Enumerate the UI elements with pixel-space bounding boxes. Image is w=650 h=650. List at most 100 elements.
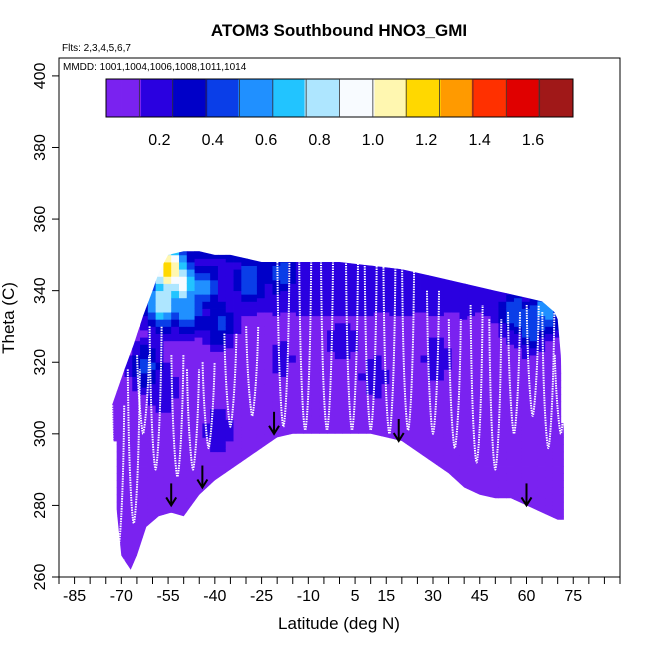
heatmap-cell — [264, 419, 273, 428]
heatmap-cell — [233, 254, 242, 263]
heatmap-cell — [171, 476, 180, 485]
heatmap-cell — [545, 304, 554, 313]
heatmap-cell — [381, 269, 390, 277]
heatmap-cell — [264, 362, 273, 370]
heatmap-cell — [210, 473, 219, 481]
heatmap-cell — [155, 355, 164, 363]
heatmap-cell — [241, 258, 250, 266]
heatmap-cell — [233, 426, 242, 435]
heatmap-cell — [490, 322, 499, 331]
heatmap-cell — [217, 466, 227, 474]
heatmap-cell — [124, 548, 133, 556]
heatmap-cell — [186, 297, 195, 306]
heatmap-cell — [116, 394, 125, 403]
heatmap-cell — [334, 387, 344, 395]
heatmap-cell — [467, 437, 476, 445]
heatmap-cell — [428, 358, 437, 367]
heatmap-cell — [490, 430, 499, 438]
heatmap-cell — [482, 415, 492, 424]
heatmap-cell — [404, 365, 414, 374]
heatmap-cell — [202, 380, 211, 388]
heatmap-cell — [288, 297, 297, 306]
heatmap-cell — [178, 440, 188, 449]
heatmap-cell — [288, 362, 297, 370]
heatmap-cell — [373, 283, 382, 292]
heatmap-cell — [256, 433, 266, 442]
colorbar-swatch — [253, 79, 259, 117]
heatmap-cell — [459, 362, 468, 370]
heatmap-cell — [451, 355, 460, 363]
heatmap-cell — [210, 466, 219, 474]
colorbar-swatch — [541, 79, 547, 117]
heatmap-cell — [467, 315, 476, 324]
heatmap-cell — [490, 308, 499, 317]
colorbar-swatch — [113, 79, 119, 117]
heatmap-cell — [217, 444, 227, 453]
heatmap-cell — [373, 297, 382, 306]
heatmap-cell — [521, 351, 531, 360]
heatmap-cell — [116, 387, 125, 395]
heatmap-cell — [225, 297, 234, 306]
colorbar-swatch — [327, 79, 333, 117]
heatmap-cell — [178, 491, 188, 499]
heatmap-cell — [124, 469, 133, 478]
colorbar-swatch — [553, 79, 558, 117]
heatmap-cell — [443, 355, 453, 363]
heatmap-cell — [428, 294, 437, 302]
colorbar-swatch — [362, 79, 368, 117]
heatmap-cell — [155, 297, 164, 306]
heatmap-cell — [225, 405, 234, 413]
heatmap-cell — [552, 473, 562, 481]
heatmap-cell — [225, 283, 234, 292]
heatmap-cell — [443, 312, 453, 320]
heatmap-cell — [404, 380, 414, 388]
heatmap-cell — [132, 448, 141, 456]
heatmap-cell — [482, 337, 492, 345]
heatmap-cell — [241, 423, 250, 431]
heatmap-cell — [217, 358, 227, 367]
heatmap-cell — [217, 258, 227, 266]
heatmap-cell — [334, 301, 344, 309]
heatmap-cell — [225, 419, 234, 428]
heatmap-cell — [334, 394, 344, 403]
heatmap-cell — [514, 355, 523, 363]
heatmap-cell — [194, 322, 203, 331]
heatmap-cell — [545, 405, 554, 413]
heatmap-cell — [467, 372, 476, 381]
heatmap-cell — [498, 394, 507, 403]
colorbar-swatch — [409, 79, 414, 117]
heatmap-cell — [256, 390, 266, 399]
heatmap-cell — [194, 315, 203, 324]
heatmap-cell — [506, 415, 515, 424]
heatmap-cell — [451, 462, 460, 471]
heatmap-cell — [264, 347, 273, 356]
heatmap-cell — [529, 312, 538, 320]
heatmap-cell — [545, 419, 554, 428]
heatmap-cell — [420, 440, 429, 449]
heatmap-cell — [210, 251, 219, 259]
heatmap-cell — [381, 333, 390, 342]
heatmap-cell — [365, 265, 375, 274]
heatmap-cell — [194, 294, 203, 302]
heatmap-cell — [490, 444, 499, 453]
heatmap-cell — [163, 276, 172, 284]
heatmap-cell — [319, 322, 328, 331]
flight-track — [186, 369, 200, 471]
heatmap-cell — [467, 408, 476, 417]
heatmap-cell — [397, 287, 406, 295]
heatmap-cell — [545, 383, 554, 392]
heatmap-cell — [428, 437, 437, 445]
heatmap-cell — [186, 333, 195, 342]
heatmap-cell — [186, 254, 195, 263]
heatmap-cell — [147, 419, 157, 428]
heatmap-cell — [194, 394, 203, 403]
heatmap-cell — [171, 376, 180, 385]
heatmap-cell — [475, 297, 484, 306]
heatmap-cell — [194, 480, 203, 488]
heatmap-cell — [147, 412, 157, 420]
heatmap-cell — [288, 390, 297, 399]
heatmap-cell — [194, 301, 203, 309]
heatmap-cell — [225, 412, 234, 420]
heatmap-cell — [233, 276, 242, 284]
